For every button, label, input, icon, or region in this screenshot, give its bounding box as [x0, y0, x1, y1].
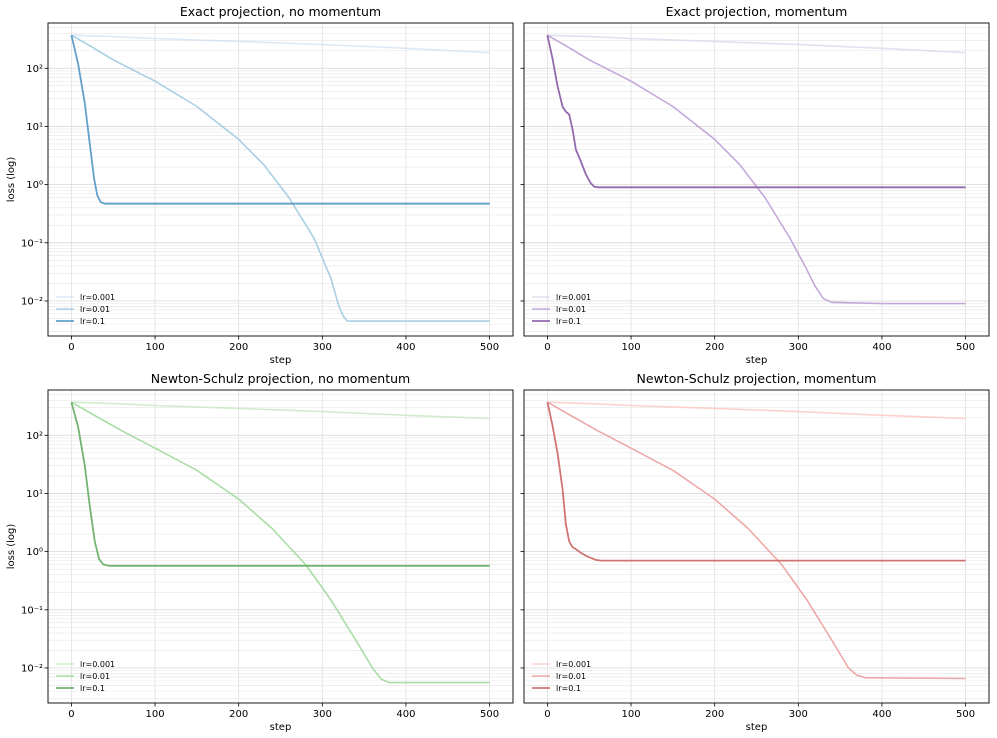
x-axis-label: step [270, 722, 292, 733]
series-line-lr=0.1 [70, 401, 490, 567]
legend-label: lr=0.1 [80, 684, 105, 693]
legend-label: lr=0.01 [80, 305, 110, 314]
x-tick-label: 300 [313, 709, 332, 720]
plot-area [48, 390, 513, 703]
x-axis-label: step [270, 355, 292, 366]
chart-title: Exact projection, momentum [666, 4, 848, 19]
legend-label: lr=0.01 [556, 305, 586, 314]
y-axis-label: loss (log) [6, 157, 17, 203]
y-tick-label: 10² [26, 64, 43, 75]
x-tick-label: 500 [956, 342, 975, 353]
x-tick-label: 500 [480, 342, 499, 353]
x-tick-label: 100 [622, 709, 641, 720]
x-tick-label: 200 [705, 342, 724, 353]
y-tick-label: 10² [26, 431, 43, 442]
x-tick-label: 0 [544, 342, 550, 353]
x-tick-label: 200 [705, 709, 724, 720]
y-axis-label: loss (log) [6, 524, 17, 570]
series-line-lr=0.001 [71, 401, 490, 420]
x-axis-label: step [746, 355, 768, 366]
x-tick-label: 300 [789, 342, 808, 353]
plot-area [48, 23, 513, 336]
y-tick-label: 10⁻² [21, 663, 43, 674]
chart-title: Newton-Schulz projection, no momentum [151, 371, 410, 386]
y-tick-label: 10⁻² [21, 296, 43, 307]
series-line-lr=0.001 [71, 34, 490, 54]
series-line-lr=0.1 [546, 402, 966, 562]
legend-label: lr=0.001 [556, 660, 591, 669]
legend-label: lr=0.001 [556, 293, 591, 302]
legend-label: lr=0.001 [80, 660, 115, 669]
series-line-lr=0.1 [70, 34, 490, 205]
series-line-lr=0.001 [547, 401, 966, 420]
x-tick-label: 200 [229, 709, 248, 720]
legend-label: lr=0.01 [556, 672, 586, 681]
axes-frame [47, 22, 514, 337]
x-tick-label: 500 [956, 709, 975, 720]
y-tick-label: 10¹ [26, 122, 43, 133]
x-tick-label: 300 [789, 709, 808, 720]
axes-frame [523, 22, 990, 337]
legend-label: lr=0.01 [80, 672, 110, 681]
y-tick-label: 10⁻¹ [21, 238, 43, 249]
legend-label: lr=0.1 [80, 317, 105, 326]
series-line-lr=0.001 [547, 34, 966, 54]
x-tick-label: 0 [68, 709, 74, 720]
axes-frame [523, 389, 990, 704]
axes-frame [47, 389, 514, 704]
x-tick-label: 400 [396, 342, 415, 353]
x-tick-label: 100 [146, 342, 165, 353]
x-tick-label: 100 [146, 709, 165, 720]
y-tick-label: 10⁻¹ [21, 605, 43, 616]
plot-area [524, 390, 989, 703]
x-tick-label: 400 [872, 342, 891, 353]
legend-label: lr=0.001 [80, 293, 115, 302]
panel-3: 0 100 200 300 400 500 10² 10¹ 10⁰ 10⁻¹ 10⁻² Newton-… [6, 371, 514, 733]
series-line-lr=0.01 [71, 34, 490, 322]
x-tick-label: 200 [229, 342, 248, 353]
x-tick-label: 400 [872, 709, 891, 720]
panel-1: 0 100 200 300 400 500 10² 10¹ 10⁰ 10⁻¹ 10⁻² Exact p… [6, 4, 514, 366]
x-tick-label: 0 [68, 342, 74, 353]
series-line-lr=0.01 [547, 401, 966, 680]
legend-label: lr=0.1 [556, 684, 581, 693]
series-line-lr=0.01 [71, 401, 490, 684]
series-line-lr=0.1 [546, 35, 966, 189]
x-tick-label: 400 [396, 709, 415, 720]
y-tick-label: 10¹ [26, 489, 43, 500]
x-tick-label: 500 [480, 709, 499, 720]
legend-label: lr=0.1 [556, 317, 581, 326]
series-line-lr=0.01 [547, 34, 966, 305]
x-tick-label: 300 [313, 342, 332, 353]
x-axis-label: step [746, 722, 768, 733]
panel-4: 0 100 200 300 400 500 Newton-Schulz projection… [520, 371, 990, 733]
panel-2: 0 100 200 300 400 500 Exact projection, moment… [520, 4, 990, 366]
y-tick-label: 10⁰ [26, 547, 43, 558]
x-tick-label: 0 [544, 709, 550, 720]
chart-title: Newton-Schulz projection, momentum [637, 371, 877, 386]
x-tick-label: 100 [622, 342, 641, 353]
chart-title: Exact projection, no momentum [180, 4, 381, 19]
plot-area [524, 23, 989, 336]
y-tick-label: 10⁰ [26, 180, 43, 191]
